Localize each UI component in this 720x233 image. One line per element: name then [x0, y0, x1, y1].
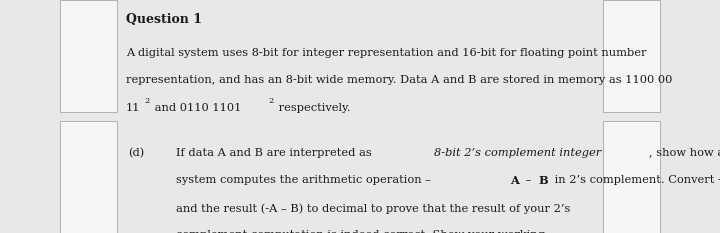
Text: 2: 2: [268, 97, 274, 105]
Text: B: B: [539, 175, 548, 186]
Text: A digital system uses 8-bit for integer representation and 16-bit for floating p: A digital system uses 8-bit for integer …: [126, 48, 647, 58]
Text: (d): (d): [128, 148, 145, 158]
Text: and the result (-A – B) to decimal to prove that the result of your 2’s: and the result (-A – B) to decimal to pr…: [176, 203, 571, 213]
Text: complement.computation is indeed correct. Show your working.: complement.computation is indeed correct…: [176, 230, 549, 233]
Text: , show how a computer: , show how a computer: [649, 148, 720, 158]
Text: Question 1: Question 1: [126, 13, 202, 26]
Text: and 0110 1101: and 0110 1101: [151, 103, 242, 113]
Text: 2: 2: [145, 97, 150, 105]
Text: 8-bit 2’s complement integer: 8-bit 2’s complement integer: [433, 148, 601, 158]
Text: representation, and has an 8-bit wide memory. Data A and B are stored in memory : representation, and has an 8-bit wide me…: [126, 75, 672, 85]
Text: –: –: [521, 175, 534, 185]
Text: respectively.: respectively.: [275, 103, 351, 113]
Bar: [60, 121, 117, 233]
Bar: [60, 0, 117, 112]
Text: 11: 11: [126, 103, 140, 113]
Text: system computes the arithmetic operation –: system computes the arithmetic operation…: [176, 175, 435, 185]
Bar: [603, 0, 660, 112]
Text: in 2’s complement. Convert -A, -B: in 2’s complement. Convert -A, -B: [551, 175, 720, 185]
Text: A: A: [510, 175, 519, 186]
Text: If data A and B are interpreted as: If data A and B are interpreted as: [176, 148, 376, 158]
Bar: [603, 121, 660, 233]
